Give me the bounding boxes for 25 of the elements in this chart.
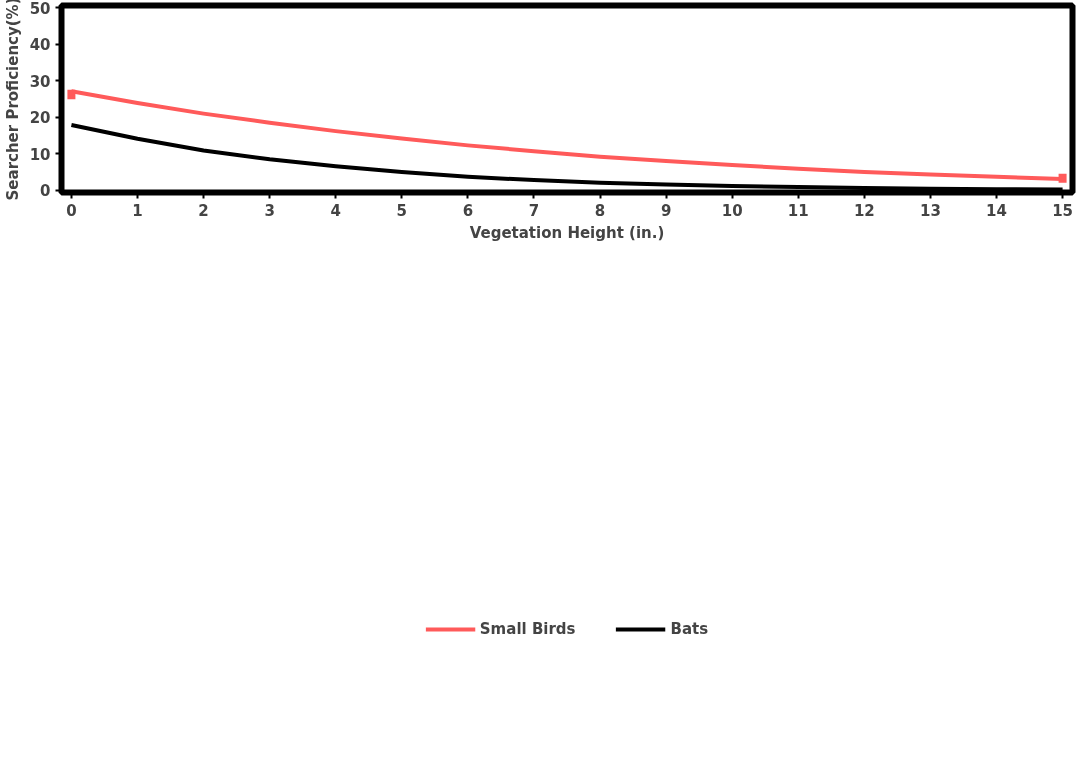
x-tick-label: 4 xyxy=(330,201,341,220)
x-tick-label: 5 xyxy=(396,201,408,220)
y-tick-label: 40 xyxy=(29,36,51,55)
x-tick-label: 3 xyxy=(264,201,275,220)
x-tick-label: 14 xyxy=(986,201,1007,220)
x-tick-label: 9 xyxy=(660,201,672,220)
x-tick-label: 10 xyxy=(721,201,743,220)
x-tick-label: 0 xyxy=(66,201,77,220)
x-tick-label: 8 xyxy=(594,201,606,220)
x-tick-label: 7 xyxy=(528,201,540,220)
legend-label: Bats xyxy=(670,620,709,638)
y-tick-label: 20 xyxy=(29,109,51,128)
y-tick-label: 30 xyxy=(29,72,51,91)
legend-label: Small Birds xyxy=(479,620,576,638)
x-tick-label: 2 xyxy=(198,201,209,220)
x-tick-label: 11 xyxy=(787,201,809,220)
x-axis-title: Vegetation Height (in.) xyxy=(469,223,665,242)
x-tick-label: 1 xyxy=(132,201,143,220)
x-tick-label: 13 xyxy=(919,201,941,220)
y-tick-label: 0 xyxy=(40,182,51,201)
y-tick-label: 50 xyxy=(29,0,51,18)
y-tick-label: 10 xyxy=(29,145,51,164)
x-tick-label: 15 xyxy=(1052,201,1074,220)
x-tick-label: 6 xyxy=(462,201,474,220)
x-tick-label: 12 xyxy=(853,201,875,220)
